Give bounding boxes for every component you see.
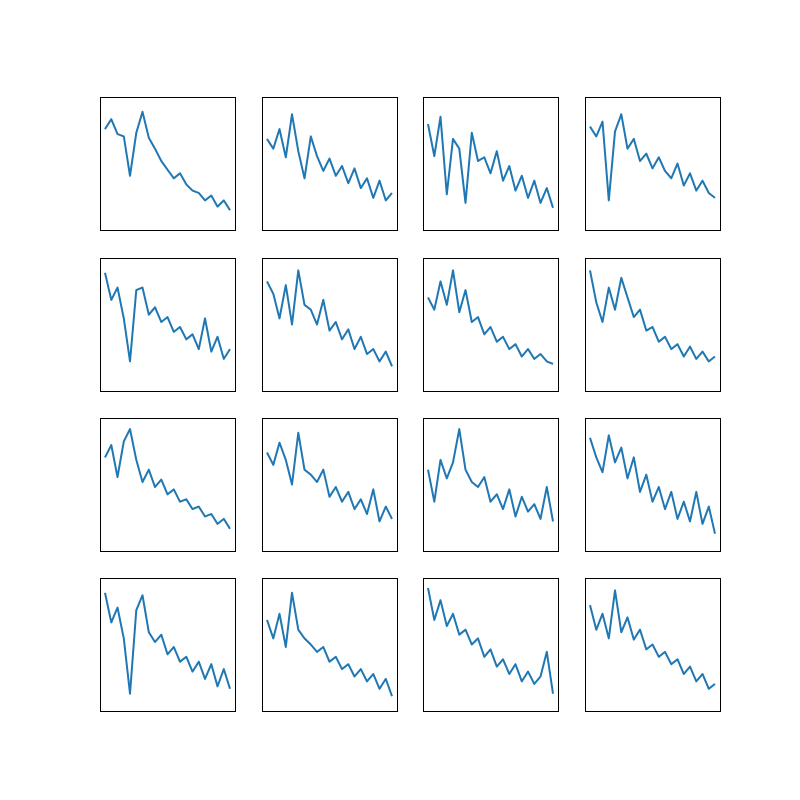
axes-frame <box>423 418 559 552</box>
subplot-r4-c3 <box>423 578 559 712</box>
subplot-r1-c4 <box>585 97 721 231</box>
axes-frame <box>262 578 398 712</box>
axes-frame <box>262 418 398 552</box>
series-line <box>266 113 393 202</box>
series-line <box>589 434 716 534</box>
axes-frame <box>100 258 236 392</box>
axes-frame <box>100 418 236 552</box>
series-line <box>427 428 554 522</box>
axes-frame <box>585 258 721 392</box>
subplot-r4-c4 <box>585 578 721 712</box>
series-line <box>589 270 716 363</box>
series-line <box>104 428 231 530</box>
series-line <box>266 591 393 697</box>
subplot-r1-c3 <box>423 97 559 231</box>
axes-frame <box>262 258 398 392</box>
subplot-r2-c2 <box>262 258 398 392</box>
series-line <box>266 431 393 523</box>
series-line <box>266 269 393 367</box>
series-line <box>589 589 716 690</box>
subplot-r2-c3 <box>423 258 559 392</box>
series-line <box>589 113 716 202</box>
series-line <box>104 272 231 363</box>
subplot-r2-c4 <box>585 258 721 392</box>
subplot-r3-c1 <box>100 418 236 552</box>
series-line <box>427 587 554 694</box>
axes-frame <box>585 418 721 552</box>
axes-frame <box>262 97 398 231</box>
axes-frame <box>100 578 236 712</box>
axes-frame <box>423 578 559 712</box>
subplot-r3-c4 <box>585 418 721 552</box>
series-line <box>427 115 554 209</box>
subplot-r3-c3 <box>423 418 559 552</box>
subplot-r4-c1 <box>100 578 236 712</box>
axes-frame <box>423 258 559 392</box>
subplot-r4-c2 <box>262 578 398 712</box>
subplot-r3-c2 <box>262 418 398 552</box>
axes-frame <box>585 97 721 231</box>
subplot-r1-c1 <box>100 97 236 231</box>
series-line <box>104 110 231 211</box>
axes-frame <box>100 97 236 231</box>
series-line <box>104 592 231 695</box>
subplot-r1-c2 <box>262 97 398 231</box>
axes-frame <box>423 97 559 231</box>
axes-frame <box>585 578 721 712</box>
series-line <box>427 269 554 365</box>
subplot-r2-c1 <box>100 258 236 392</box>
